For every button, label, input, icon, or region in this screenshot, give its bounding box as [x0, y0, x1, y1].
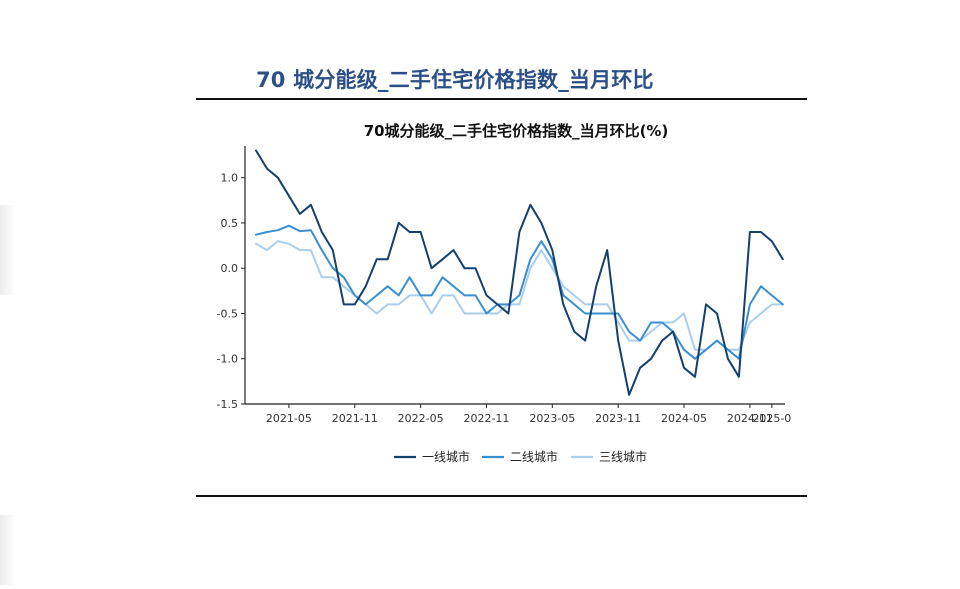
- left-edge-shade: [0, 515, 16, 585]
- x-tick-label: 2023-11: [595, 412, 641, 425]
- y-tick-label: -0.5: [217, 307, 238, 320]
- x-tick-label: 2024-05: [661, 412, 707, 425]
- series-lines: [255, 149, 784, 396]
- line-chart: 70城分能级_二手住宅价格指数_当月环比(%) -1.5 -1.0 -0.5 0.0 0…: [217, 122, 792, 464]
- series-line: [255, 149, 784, 396]
- legend-label: 三线城市: [599, 449, 647, 464]
- y-axis: -1.5 -1.0 -0.5 0.0 0.5 1.0: [217, 146, 246, 411]
- y-tick-label: -1.5: [217, 398, 238, 411]
- y-tick-label: 1.0: [221, 172, 239, 185]
- x-tick-label: 2021-11: [332, 412, 378, 425]
- legend-label: 一线城市: [422, 449, 470, 464]
- series-line: [255, 240, 784, 351]
- page-title: 70 城分能级_二手住宅价格指数_当月环比: [256, 68, 654, 92]
- legend-label: 二线城市: [510, 449, 558, 464]
- x-tick-label: 2021-05: [266, 412, 312, 425]
- top-divider: [196, 98, 807, 100]
- x-tick-label: 2024-11: [727, 412, 773, 425]
- x-tick-label: 2022-11: [463, 412, 509, 425]
- chart-title: 70城分能级_二手住宅价格指数_当月环比(%): [364, 122, 669, 140]
- y-tick-label: 0.5: [221, 217, 239, 230]
- legend: 一线城市 二线城市 三线城市: [394, 449, 647, 464]
- x-axis: 2021-05 2021-11 2022-05 2022-11 2023-05 2023-…: [245, 403, 791, 425]
- x-tick-label: 2022-05: [398, 412, 444, 425]
- left-edge-shade: [0, 205, 16, 295]
- y-tick-label: 0.0: [221, 262, 239, 275]
- bottom-divider: [196, 495, 807, 497]
- x-tick-label: 2023-05: [529, 412, 575, 425]
- series-line: [255, 224, 784, 360]
- x-tick-label: 2025-0: [752, 412, 791, 425]
- y-tick-label: -1.0: [217, 353, 238, 366]
